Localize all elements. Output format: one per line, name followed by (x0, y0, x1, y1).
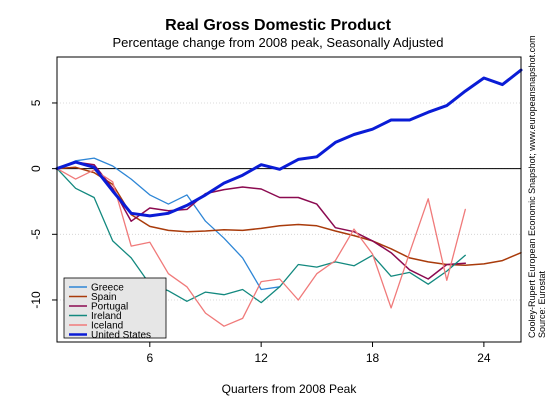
series-line-united-states (55, 68, 523, 218)
x-tick-label: 6 (146, 351, 153, 365)
x-tick-label: 24 (477, 351, 491, 365)
legend: GreeceSpainPortugalIrelandIcelandUnited … (63, 277, 167, 341)
credit-note: Cooley-Rupert European Economic Snapshot… (527, 35, 537, 338)
x-tick-label: 18 (366, 351, 380, 365)
chart-subtitle: Percentage change from 2008 peak, Season… (112, 35, 443, 50)
legend-box (63, 277, 167, 339)
plot-frame (56, 56, 522, 343)
legend-items: GreeceSpainPortugalIrelandIcelandUnited … (69, 283, 151, 341)
y-axis-ticks: 5 0 -5 -10 (29, 99, 57, 309)
legend-label: Portugal (91, 302, 128, 313)
legend-label: Greece (91, 283, 124, 294)
legend-label: United States (91, 330, 151, 341)
x-axis-ticks: 6 12 18 24 (146, 342, 491, 365)
y-tick-label: -10 (29, 291, 43, 309)
grid-lines (57, 102, 521, 301)
series-line-iceland (56, 167, 466, 327)
x-axis-label: Quarters from 2008 Peak (222, 382, 358, 396)
legend-label: Spain (91, 292, 117, 303)
series-line-ireland (56, 167, 466, 304)
legend-label: Ireland (91, 311, 122, 322)
series-line-greece (56, 157, 281, 291)
y-tick-label: -5 (29, 229, 43, 240)
series-line-portugal (56, 161, 467, 280)
y-tick-label: 0 (29, 165, 43, 172)
x-tick-label: 12 (254, 351, 268, 365)
series-line-spain (56, 166, 522, 266)
series-lines (55, 68, 523, 327)
source-note: Source: Eurostat (537, 270, 547, 338)
legend-label: Iceland (91, 321, 123, 332)
chart-title: Real Gross Domestic Product (165, 17, 392, 34)
y-tick-label: 5 (29, 99, 43, 106)
